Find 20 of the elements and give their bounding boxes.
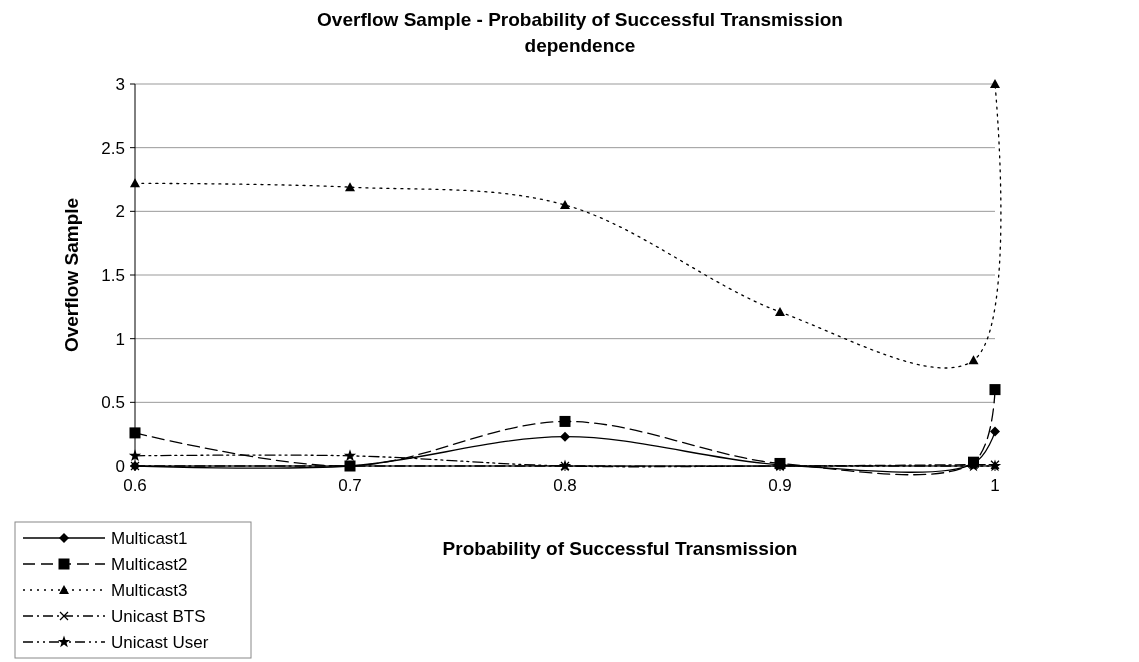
x-tick-label: 0.8 [553, 476, 577, 495]
x-axis-title: Probability of Successful Transmission [442, 538, 798, 559]
x-tick-label: 0.9 [768, 476, 792, 495]
x-tick-label: 0.7 [338, 476, 362, 495]
y-axis-title: Overflow Sample [61, 197, 82, 353]
y-tick-label: 2 [115, 202, 125, 222]
y-tick-label: 2.5 [101, 138, 125, 158]
y-tick-label: 3 [115, 75, 125, 94]
x-tick-label: 1 [990, 476, 1000, 495]
x-tick-label: 0.6 [123, 476, 147, 495]
legend-label: Multicast1 [111, 529, 188, 548]
y-tick-label: 0 [115, 457, 125, 476]
legend-label: Unicast BTS [111, 607, 206, 626]
legend-label: Unicast User [111, 633, 209, 652]
chart-title: Overflow Sample - Probability of Successful Transmission dependence [317, 9, 843, 56]
legend-label: Multicast2 [111, 555, 188, 574]
y-tick-label: 1 [115, 329, 125, 349]
y-tick-label: 1.5 [101, 266, 125, 285]
legend-label: Multicast3 [111, 581, 188, 600]
y-tick-label: 0.5 [101, 393, 125, 413]
